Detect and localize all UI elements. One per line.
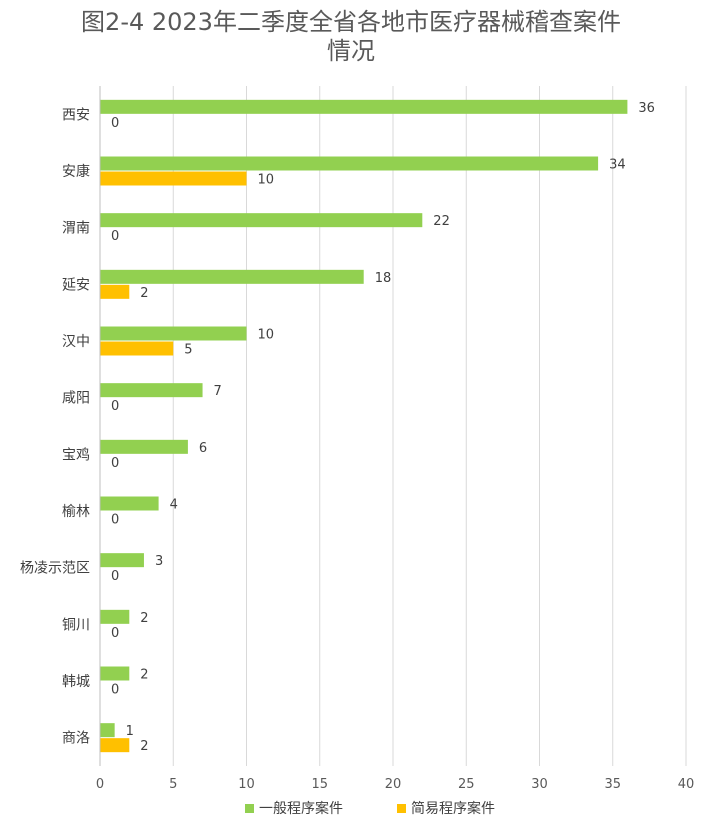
chart-title-line2: 情况 xyxy=(327,37,375,65)
data-label: 2 xyxy=(140,286,148,301)
data-label: 0 xyxy=(111,626,119,641)
data-label: 10 xyxy=(258,328,275,343)
data-label: 10 xyxy=(258,173,275,188)
x-tick-label: 0 xyxy=(96,777,104,792)
legend-swatch xyxy=(245,804,254,813)
category-label: 榆林 xyxy=(62,504,90,520)
bar-simple xyxy=(100,341,174,356)
x-tick-label: 35 xyxy=(604,777,621,792)
data-label: 2 xyxy=(140,611,148,626)
category-label: 宝鸡 xyxy=(62,446,90,463)
data-label: 18 xyxy=(375,271,392,286)
x-tick-label: 10 xyxy=(238,777,255,792)
x-tick-label: 15 xyxy=(311,777,328,792)
x-tick-label: 20 xyxy=(385,777,402,792)
category-label: 铜川 xyxy=(62,617,90,633)
bar-general xyxy=(100,383,203,398)
category-label: 渭南 xyxy=(62,221,90,237)
x-tick-label: 30 xyxy=(531,777,548,792)
category-label: 延安 xyxy=(62,277,90,293)
data-label: 6 xyxy=(199,441,207,456)
data-label: 0 xyxy=(111,513,119,528)
category-label: 咸阳 xyxy=(62,391,90,407)
bar-general xyxy=(100,609,130,624)
bar-general xyxy=(100,269,364,284)
data-label: 1 xyxy=(126,724,134,739)
category-label: 安康 xyxy=(62,163,90,180)
data-label: 2 xyxy=(140,739,148,754)
category-label: 杨凌示范区 xyxy=(20,560,90,577)
bar-general xyxy=(100,326,247,341)
data-label: 4 xyxy=(170,498,178,513)
bar-general xyxy=(100,213,423,228)
data-label: 7 xyxy=(214,384,222,399)
data-label: 0 xyxy=(111,569,119,584)
bar-general xyxy=(100,496,159,511)
data-label: 0 xyxy=(111,116,119,131)
chart-title-line1: 图2-4 2023年二季度全省各地市医疗器械稽查案件 xyxy=(81,8,621,36)
bar-general xyxy=(100,99,628,114)
x-tick-label: 40 xyxy=(678,777,695,792)
bar-general xyxy=(100,439,188,454)
data-label: 0 xyxy=(111,229,119,244)
category-label: 商洛 xyxy=(62,731,90,747)
data-label: 0 xyxy=(111,683,119,698)
bar-simple xyxy=(100,284,130,299)
bar-general xyxy=(100,723,115,738)
chart-title: 图2-4 2023年二季度全省各地市医疗器械稽查案件 情况 xyxy=(0,8,702,66)
bar-general xyxy=(100,156,599,171)
data-label: 3 xyxy=(155,554,163,569)
x-tick-label: 25 xyxy=(458,777,475,792)
bar-simple xyxy=(100,171,247,186)
category-label: 韩城 xyxy=(62,674,90,690)
bar-general xyxy=(100,666,130,681)
bar-general xyxy=(100,553,144,568)
category-label: 汉中 xyxy=(62,334,90,350)
data-label: 0 xyxy=(111,456,119,471)
data-label: 36 xyxy=(638,101,655,116)
legend-label: 简易程序案件 xyxy=(411,800,495,817)
data-label: 0 xyxy=(111,399,119,414)
bar-simple xyxy=(100,738,130,753)
data-label: 5 xyxy=(184,343,192,358)
data-label: 22 xyxy=(433,214,450,229)
legend-label: 一般程序案件 xyxy=(259,800,343,817)
category-label: 西安 xyxy=(62,107,90,123)
data-label: 34 xyxy=(609,158,626,173)
data-label: 2 xyxy=(140,668,148,683)
x-tick-label: 5 xyxy=(169,777,177,792)
legend-swatch xyxy=(397,804,406,813)
